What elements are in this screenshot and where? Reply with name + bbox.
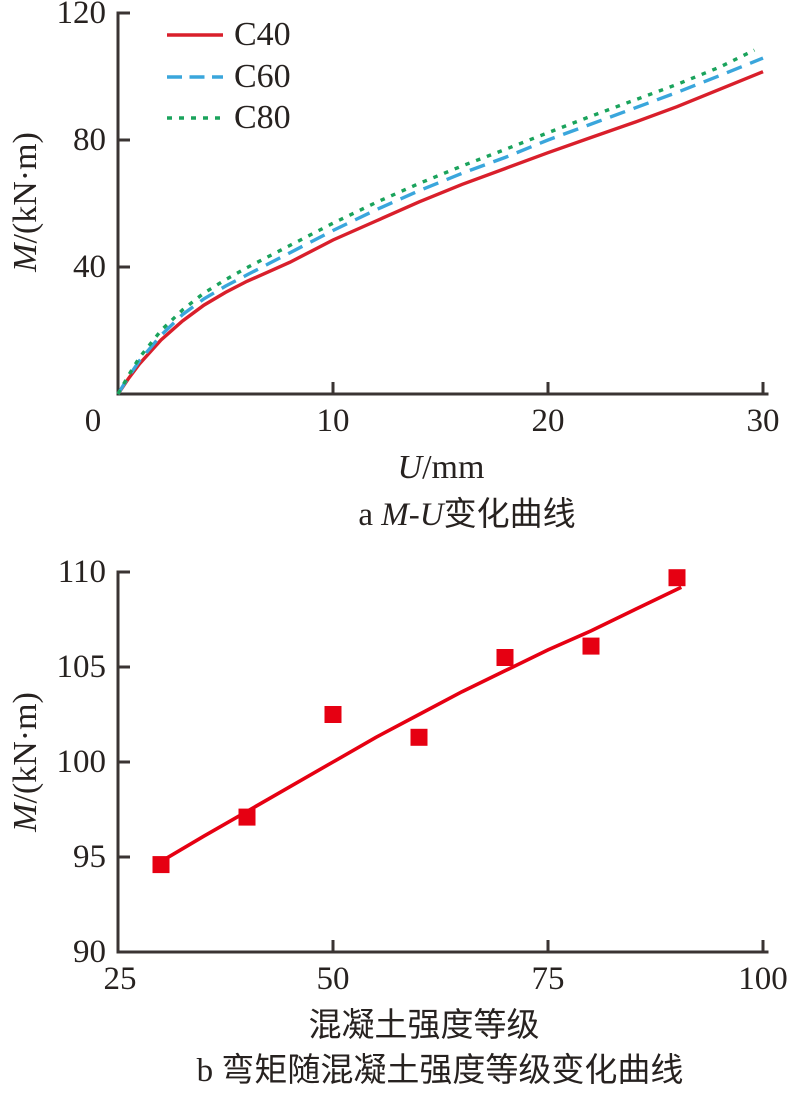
scatter-point (496, 649, 514, 666)
c80-line-swatch (167, 116, 223, 120)
legend-label-c60: C60 (234, 58, 291, 95)
c60-line-swatch (167, 75, 223, 79)
series-C60-curve (116, 56, 764, 395)
scatter-point (668, 569, 686, 587)
scatter-point (324, 706, 342, 723)
a-ytick-80: 80 (73, 122, 106, 158)
scatter-point (582, 637, 600, 655)
c40-line-swatch (167, 33, 223, 37)
b-xtick-25: 25 (103, 961, 137, 997)
a-xtick-0: 0 (84, 403, 102, 439)
a-ytick-40: 40 (73, 249, 106, 285)
legend-label-c40: C40 (234, 16, 291, 53)
b-ytick-100: 100 (56, 744, 107, 780)
a-xtick-30: 30 (746, 403, 780, 439)
b-ytick-90: 90 (73, 934, 106, 970)
b-ytick-105: 105 (56, 649, 107, 685)
a-ytick-120: 120 (56, 0, 107, 31)
a-xtick-10: 10 (316, 403, 350, 439)
a-xtick-20: 20 (531, 403, 565, 439)
b-ytick-95: 95 (73, 839, 106, 875)
legend-row-c60: C60 (166, 58, 291, 95)
scatter-point (152, 856, 170, 874)
b-ytick-110: 110 (57, 554, 106, 590)
legend-label-c80: C80 (234, 99, 291, 136)
b-caption: b 弯矩随混凝土强度等级变化曲线 (196, 1053, 684, 1089)
b-y-axis-title: M/(kN·m) (7, 692, 44, 832)
b-xtick-100: 100 (738, 961, 788, 997)
b-xtick-50: 50 (316, 961, 350, 997)
legend-row-c40: C40 (166, 16, 291, 53)
scatter-point (238, 808, 256, 826)
b-x-axis-title: 混凝土强度等级 (308, 1008, 540, 1044)
a-y-axis-title: M/(kN·m) (7, 132, 44, 272)
series-C80-curve (116, 48, 756, 395)
scatter-point (410, 728, 428, 746)
legend-row-c80: C80 (166, 99, 291, 136)
series-C40-curve (116, 70, 764, 395)
a-caption: a M-U变化曲线 (358, 497, 576, 533)
a-x-axis-title: U/mm (397, 449, 485, 486)
b-xtick-75: 75 (531, 961, 565, 997)
